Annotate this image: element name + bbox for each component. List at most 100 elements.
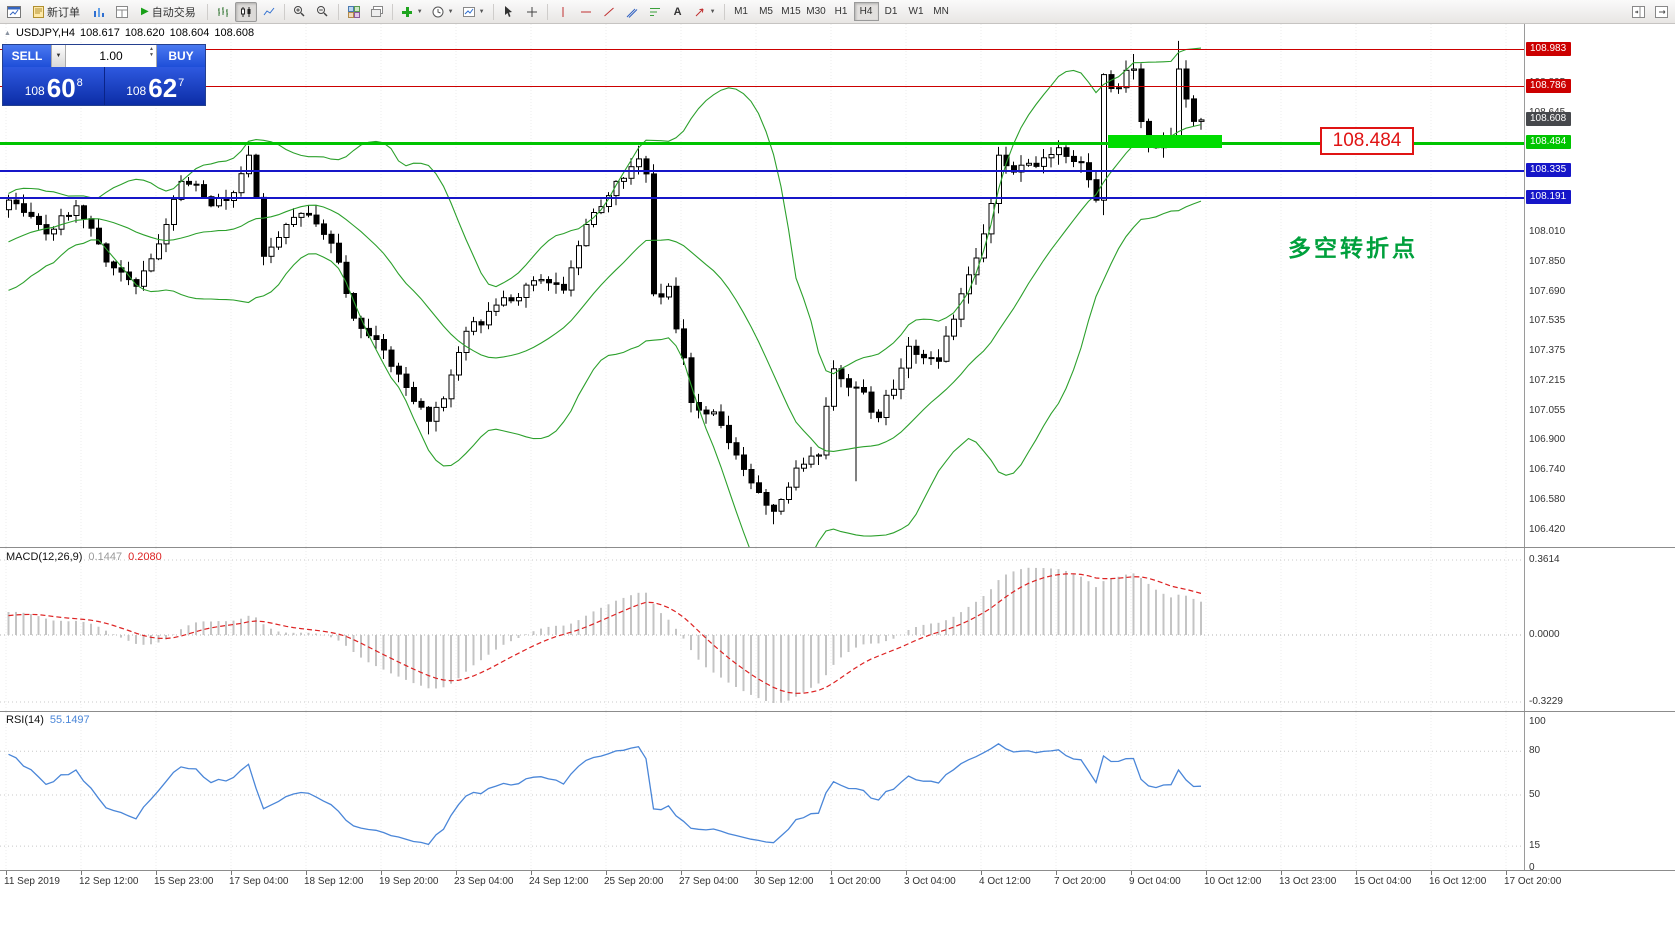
sell-price-prefix: 108 — [24, 84, 45, 98]
horizontal-line-tool-button[interactable] — [575, 2, 597, 22]
buy-button[interactable]: BUY — [157, 45, 205, 67]
symbol-period-label: USDJPY,H4 — [15, 27, 76, 39]
zoom-out-icon — [317, 6, 328, 17]
macd-label: MACD(12,26,9) 0.1447 0.2080 — [6, 551, 162, 563]
macd-indicator-canvas[interactable] — [0, 548, 1524, 711]
chevron-down-icon: ▼ — [478, 8, 485, 15]
market-watch-button[interactable] — [88, 2, 110, 22]
line-chart-mode-button[interactable] — [258, 2, 280, 22]
zoom-out-button[interactable] — [312, 2, 334, 22]
timeframe-button-m5[interactable]: M5 — [759, 6, 773, 17]
date-axis-label: 17 Sep 04:00 — [229, 876, 289, 887]
auto-scroll-icon — [1654, 5, 1668, 18]
chevron-down-icon: ▼ — [55, 53, 62, 59]
price-scale-tick: 108.010 — [1529, 226, 1566, 237]
date-axis-label: 19 Sep 20:00 — [379, 876, 439, 887]
tile-windows-button[interactable] — [343, 2, 365, 22]
timeframe-button-d1[interactable]: D1 — [884, 6, 898, 17]
price-scale-tick: 107.535 — [1529, 315, 1566, 326]
sell-button[interactable]: SELL — [3, 45, 51, 67]
toolbar-separator — [283, 3, 285, 20]
collapse-panel-arrow-icon[interactable]: ▲ — [4, 29, 11, 37]
text-tool-button[interactable]: A — [667, 2, 689, 22]
cascade-windows-button[interactable] — [366, 2, 388, 22]
new-chart-button[interactable] — [3, 2, 25, 22]
autotrading-button[interactable]: ▶ 自动交易 — [134, 2, 203, 22]
macd-main-value: 0.1447 — [88, 551, 123, 563]
date-axis-label: 9 Oct 04:00 — [1129, 876, 1181, 887]
price-box-annotation[interactable]: 108.484 — [1320, 127, 1414, 155]
candlestick-mode-button[interactable] — [234, 1, 257, 22]
trade-options-dropdown[interactable]: ▼ — [51, 45, 66, 67]
date-axis-label: 3 Oct 04:00 — [904, 876, 956, 887]
cursor-tool-button[interactable] — [498, 2, 520, 22]
highlight-rectangle-annotation[interactable] — [1108, 135, 1222, 148]
crosshair-tool-button[interactable] — [521, 2, 543, 22]
date-axis-tick — [1206, 871, 1207, 875]
timeframe-button-m1[interactable]: M1 — [734, 6, 748, 17]
pane-splitter-macd[interactable] — [0, 547, 1675, 548]
date-axis-label: 27 Sep 04:00 — [679, 876, 739, 887]
turning-point-text-annotation[interactable]: 多空转折点 — [1288, 235, 1418, 261]
templates-button[interactable]: ▼ — [459, 2, 489, 22]
rsi-indicator-canvas[interactable] — [0, 712, 1524, 870]
price-scale-tick: 108.170 — [1529, 196, 1566, 207]
price-scale-tick: 107.375 — [1529, 345, 1566, 356]
fibonacci-tool-button[interactable] — [644, 2, 666, 22]
price-chart-canvas[interactable] — [0, 24, 1524, 548]
date-axis-tick — [831, 871, 832, 875]
date-axis-label: 1 Oct 20:00 — [829, 876, 881, 887]
crosshair-icon — [526, 6, 537, 17]
date-axis-label: 7 Oct 20:00 — [1054, 876, 1106, 887]
buy-price-display[interactable]: 108 62 7 — [105, 67, 206, 105]
date-axis-label: 15 Sep 23:00 — [154, 876, 214, 887]
timeframe-button-mn[interactable]: MN — [933, 6, 949, 17]
periods-button[interactable]: ▼ — [428, 2, 458, 22]
data-window-icon — [116, 5, 128, 18]
timeframe-button-h4[interactable]: H4 — [853, 2, 879, 21]
toolbar-separator — [337, 3, 339, 20]
rsi-scale-label: 15 — [1529, 840, 1541, 852]
new-order-button[interactable]: 新订单 — [26, 2, 87, 22]
price-divider — [103, 67, 105, 105]
price-scale-border — [1524, 24, 1525, 871]
data-window-button[interactable] — [111, 2, 133, 22]
timeframe-button-m15[interactable]: M15 — [781, 6, 801, 17]
pane-splitter-rsi[interactable] — [0, 711, 1675, 712]
new-order-label: 新订单 — [47, 6, 80, 19]
volume-up-arrow[interactable]: ▲ — [149, 46, 154, 52]
date-axis-label: 12 Sep 12:00 — [79, 876, 139, 887]
chart-shift-button[interactable] — [1627, 2, 1649, 22]
date-axis-label: 16 Oct 12:00 — [1429, 876, 1487, 887]
timeframe-button-m30[interactable]: M30 — [806, 6, 826, 17]
price-scale-tick: 106.740 — [1529, 464, 1566, 475]
channel-tool-button[interactable] — [621, 2, 643, 22]
timeframe-button-h1[interactable]: H1 — [834, 6, 848, 17]
date-axis-line — [0, 870, 1675, 871]
arrows-tool-button[interactable]: ▼ — [690, 2, 720, 22]
rsi-value: 55.1497 — [49, 714, 90, 726]
auto-scroll-button[interactable] — [1650, 2, 1672, 22]
volume-down-arrow[interactable]: ▼ — [149, 52, 154, 58]
bar-chart-icon — [217, 6, 228, 17]
date-axis[interactable]: 11 Sep 2019 12 Sep 12:00 15 Sep 23:00 17 Se… — [0, 871, 1675, 893]
vertical-line-tool-button[interactable] — [552, 2, 574, 22]
date-axis-tick — [231, 871, 232, 875]
sell-price-display[interactable]: 108 60 8 — [3, 67, 104, 105]
rsi-name: RSI(14) — [6, 714, 44, 726]
timeframe-button-w1[interactable]: W1 — [908, 6, 924, 17]
quote-open: 108.617 — [80, 27, 120, 39]
channel-icon — [626, 8, 637, 18]
zoom-in-button[interactable] — [289, 2, 311, 22]
volume-input[interactable]: 1.00 ▲ ▼ — [66, 45, 157, 67]
date-axis-tick — [1506, 871, 1507, 875]
toolbar-separator — [391, 3, 393, 20]
price-scale-tick: 106.580 — [1529, 494, 1566, 505]
clock-icon — [432, 6, 444, 17]
indicators-button[interactable]: ▼ — [397, 2, 427, 22]
buy-price-pip: 7 — [178, 77, 185, 89]
date-axis-tick — [1056, 871, 1057, 875]
price-scale-tick: 106.420 — [1529, 524, 1566, 535]
bar-chart-mode-button[interactable] — [212, 2, 234, 22]
trendline-tool-button[interactable] — [598, 2, 620, 22]
